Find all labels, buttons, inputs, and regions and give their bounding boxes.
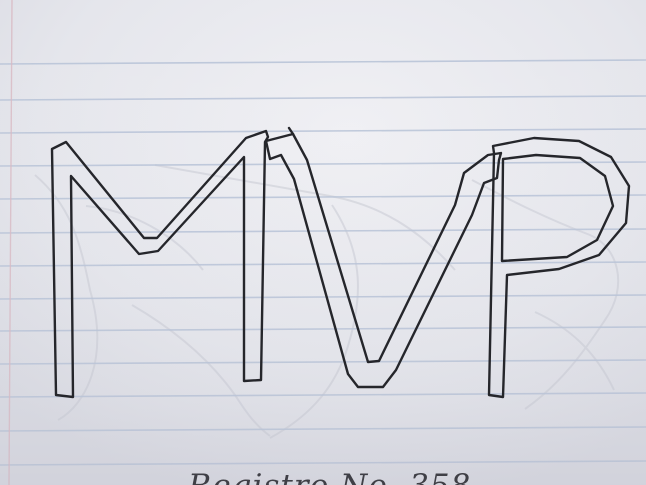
caption-text: Registro No. 358 — [187, 468, 471, 485]
letter-m-outline — [50, 129, 270, 399]
letter-p-outline — [487, 136, 631, 399]
letter-p-counter — [500, 153, 615, 263]
letter-v-outline — [264, 132, 503, 389]
mvp-outline-drawing — [50, 126, 631, 399]
